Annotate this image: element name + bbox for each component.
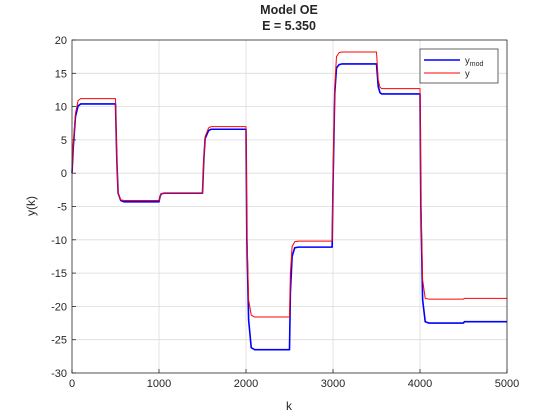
- grid: [72, 40, 507, 373]
- y-tick-label: -25: [51, 335, 67, 347]
- y-tick-label: -10: [51, 235, 67, 247]
- x-tick-label: 1000: [147, 378, 171, 390]
- x-tick-label: 3000: [321, 378, 345, 390]
- y-tick-label: -15: [51, 268, 67, 280]
- y-tick-label: 5: [61, 135, 67, 147]
- title-group: Model OE E = 5.350: [260, 3, 318, 33]
- series-group: [71, 51, 507, 351]
- y-tick-label: -20: [51, 301, 67, 313]
- x-tick-label: 2000: [234, 378, 258, 390]
- series-line-y: [71, 51, 507, 318]
- y-axis-label: y(k): [24, 196, 38, 216]
- y-tick-label: -5: [57, 202, 67, 214]
- x-tick-label: 5000: [495, 378, 519, 390]
- y-tick-label: 20: [55, 35, 67, 47]
- x-axis-label: k: [286, 399, 293, 413]
- chart-subtitle: E = 5.350: [262, 19, 316, 33]
- chart-title: Model OE: [260, 3, 318, 17]
- y-tick-label: 0: [61, 168, 67, 180]
- tick-labels: 0 1000 2000 3000 4000 5000 -30 -25 -20 -15 -10 -5 0 5…: [51, 35, 519, 390]
- x-tick-label: 0: [69, 378, 75, 390]
- x-tick-label: 4000: [408, 378, 432, 390]
- legend-label: y: [465, 69, 470, 80]
- y-tick-label: 10: [55, 102, 67, 114]
- y-tick-label: 15: [55, 68, 67, 80]
- y-tick-label: -30: [51, 368, 67, 380]
- legend-box: [419, 48, 499, 84]
